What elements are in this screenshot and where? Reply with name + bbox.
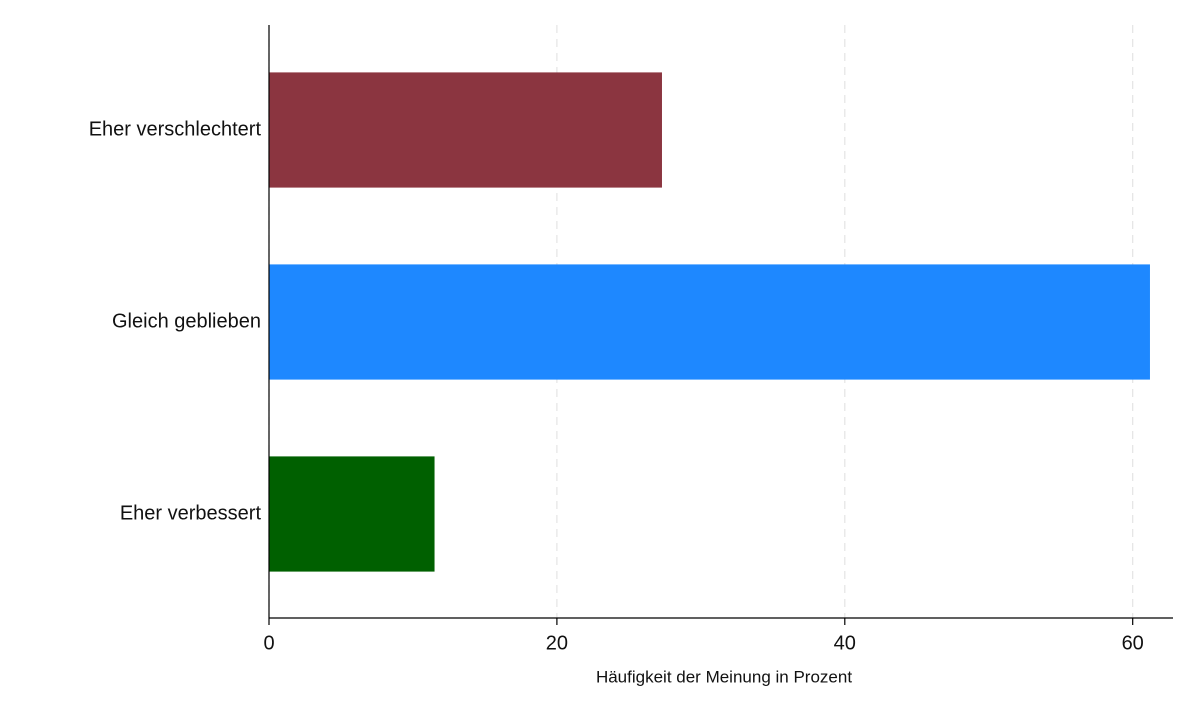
bar [269, 72, 662, 188]
y-tick-label: Eher verbessert [120, 502, 262, 524]
x-tick-label: 0 [263, 632, 274, 654]
bar [269, 264, 1150, 380]
y-tick-label: Eher verschlechtert [89, 118, 262, 140]
x-tick-label: 40 [834, 632, 856, 654]
x-axis-label: Häufigkeit der Meinung in Prozent [596, 667, 852, 686]
x-tick-label: 60 [1122, 632, 1144, 654]
y-tick-label: Gleich geblieben [112, 310, 261, 332]
bar [269, 456, 435, 572]
x-tick-label: 20 [546, 632, 568, 654]
